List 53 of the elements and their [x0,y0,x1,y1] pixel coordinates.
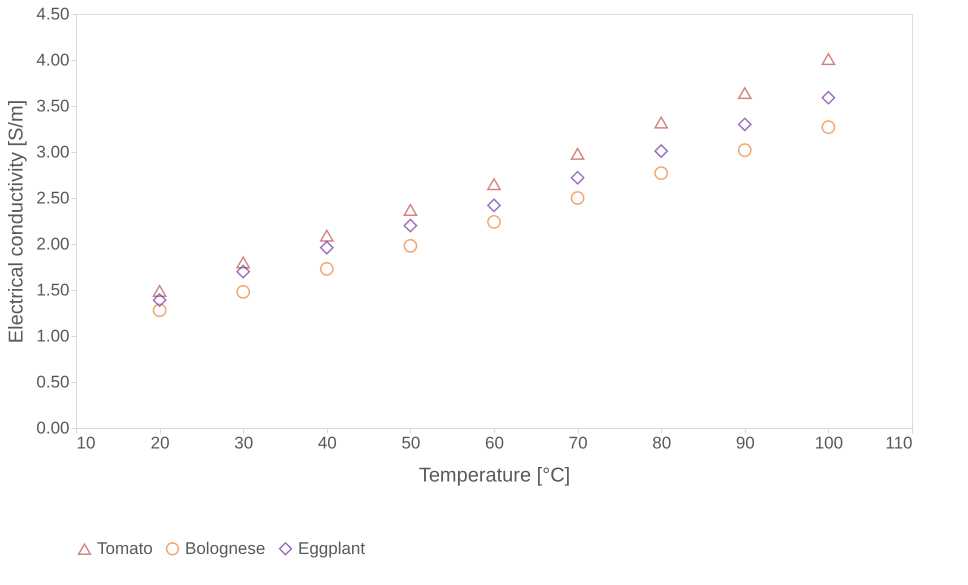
x-tick-label: 50 [401,434,420,452]
point [236,284,250,299]
point [654,116,668,129]
y-tick-label: 1.50 [36,280,70,300]
legend-label: Tomato [97,539,153,558]
point [654,144,668,158]
y-tick-label: 3.00 [36,142,70,162]
x-tick-label: 60 [485,434,504,452]
point [152,303,166,318]
y-tick-label: 0.50 [36,372,70,392]
x-tick-label: 80 [652,434,672,452]
point [152,284,166,297]
point [822,53,836,66]
point [738,87,752,100]
y-tick-label: 1.00 [36,326,70,346]
point [570,191,584,205]
x-tick-label: 70 [568,434,588,452]
point [487,178,501,190]
point [487,215,501,229]
point [487,198,501,212]
point [822,90,836,105]
point [236,256,250,268]
point [570,148,584,160]
x-tick-label: 40 [318,434,337,452]
point [738,143,752,158]
x-tick-label: 100 [814,434,844,452]
point [320,240,334,255]
x-tick-label: 90 [736,434,755,452]
legend-label: Bolognese [185,538,266,558]
x-tick-label: 20 [150,434,170,452]
y-tick-label: 2.50 [36,188,70,208]
legend-label: Eggplant [298,538,366,558]
y-tick-label: 0.00 [36,418,70,438]
y-tick-label: 3.50 [36,96,70,116]
point [320,230,334,242]
x-axis-title: Temperature [°C] [418,464,570,486]
y-tick-label: 2.00 [36,234,70,254]
point [404,204,418,216]
point [152,293,166,307]
point [404,238,418,253]
x-tick-label: 10 [76,434,96,452]
x-tick-label: 110 [885,434,912,452]
y-axis-title: Electrical conductivity [S/m] [5,100,28,344]
x-tick-label: 30 [234,434,254,452]
point [404,218,418,232]
point [570,170,584,185]
point [654,166,668,180]
point [320,262,334,276]
y-tick-label: 4.00 [36,50,70,70]
point [236,264,250,278]
point [822,120,836,134]
point [738,118,752,132]
y-tick-label: 4.50 [36,4,70,24]
